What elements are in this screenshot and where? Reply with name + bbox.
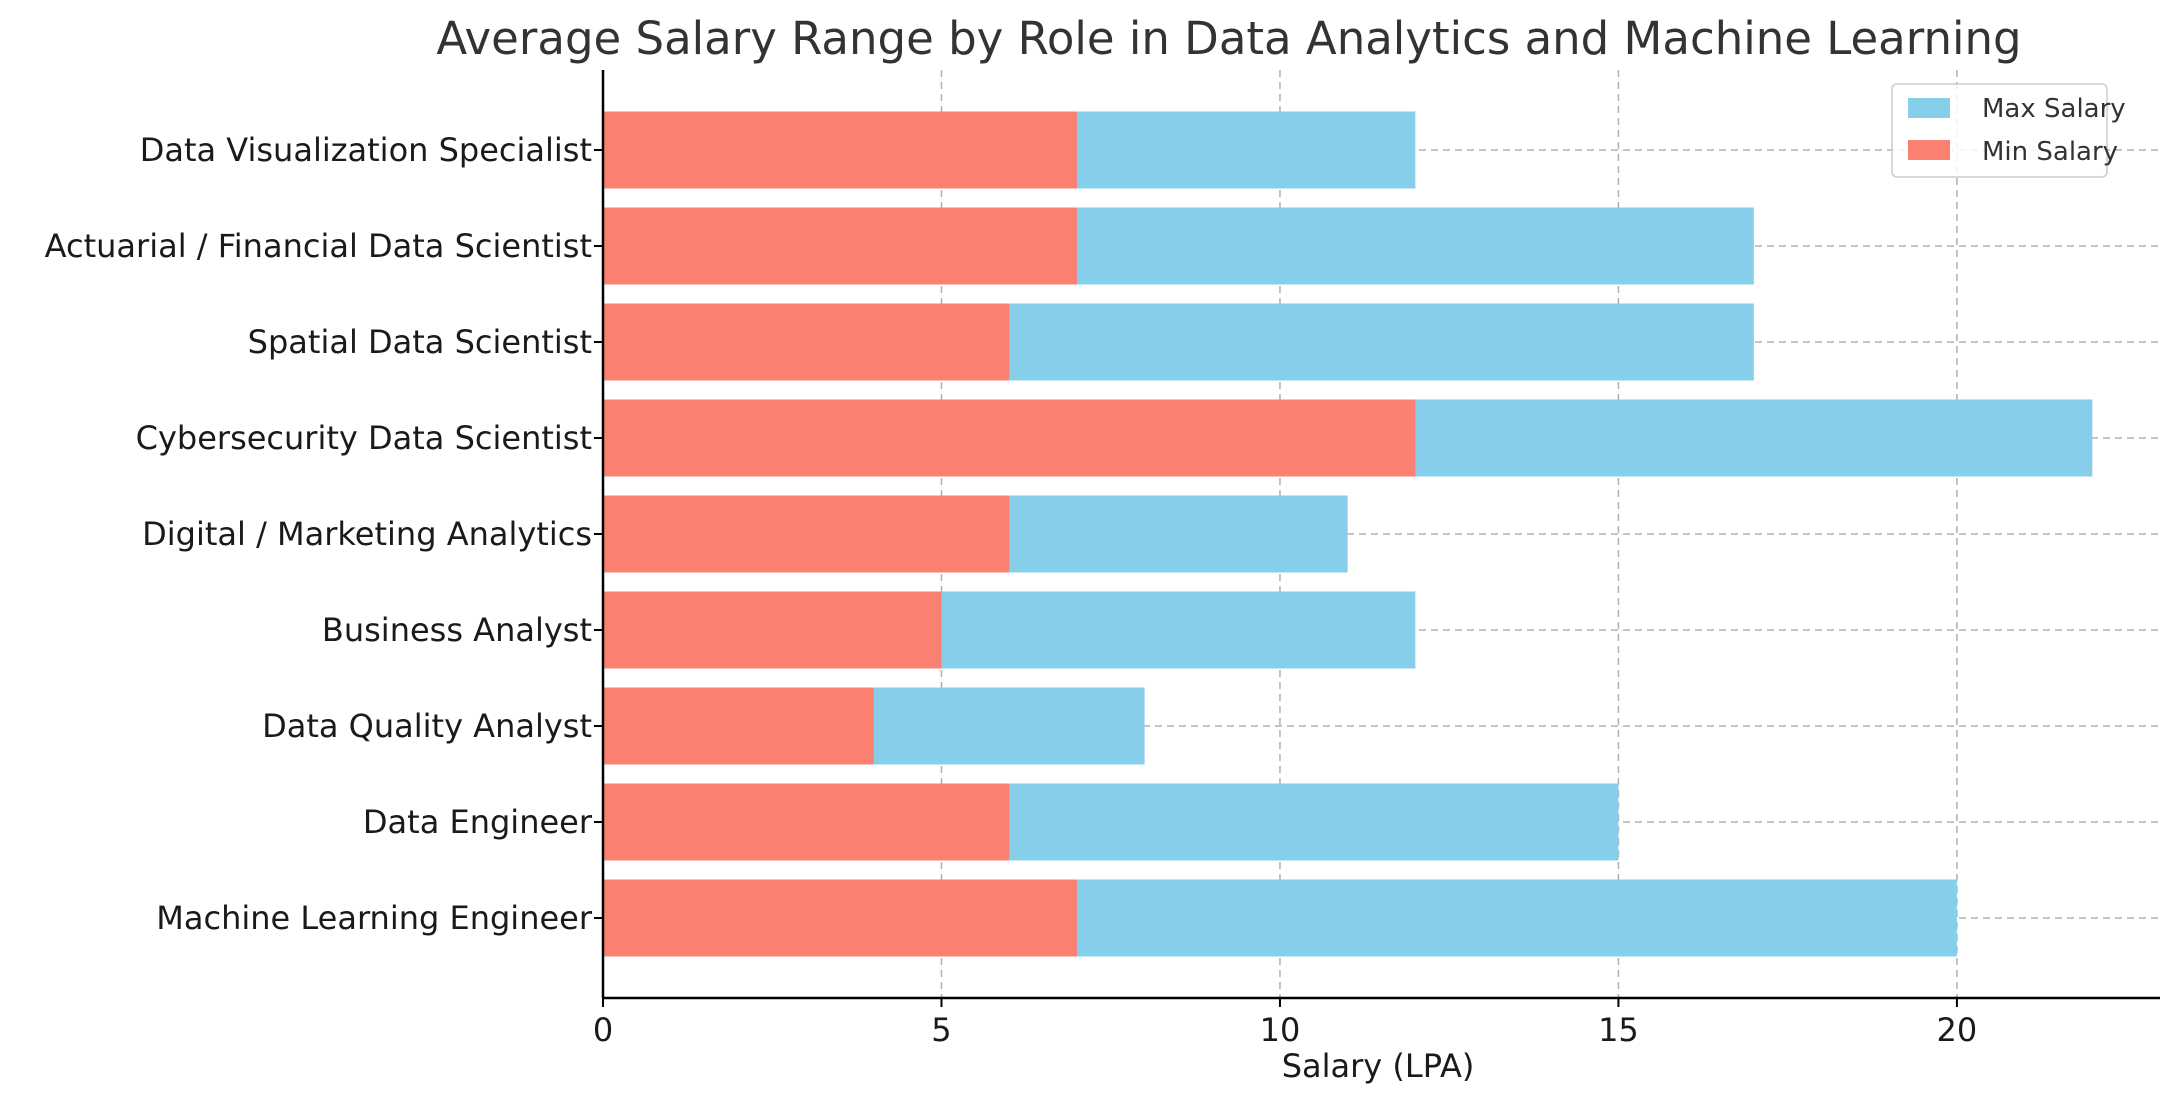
- bar-min-salary: [603, 495, 1010, 573]
- x-axis-title: Salary (LPA): [1282, 1047, 1475, 1085]
- bar-min-salary: [603, 879, 1077, 957]
- axes: [594, 70, 2160, 1007]
- bar-min-salary: [603, 591, 942, 669]
- legend: Max Salary Min Salary: [1891, 83, 2126, 178]
- chart-title: Average Salary Range by Role in Data Ana…: [436, 12, 2021, 65]
- legend-swatch-max-salary: [1908, 98, 1950, 118]
- labels: 0 5 10 15 20 Machine Learning Engineer Data En…: [45, 131, 1978, 1049]
- category-label: Data Quality Analyst: [262, 707, 592, 745]
- category-label: Digital / Marketing Analytics: [142, 515, 592, 553]
- x-tick-label: 10: [1260, 1011, 1301, 1049]
- category-label: Data Engineer: [363, 803, 593, 841]
- legend-label-max-salary: Max Salary: [1982, 94, 2126, 124]
- legend-label-min-salary: Min Salary: [1982, 137, 2118, 167]
- category-label: Machine Learning Engineer: [156, 899, 593, 937]
- bar-min-salary: [603, 783, 1010, 861]
- bar-min-salary: [603, 687, 874, 765]
- category-label: Actuarial / Financial Data Scientist: [45, 227, 592, 265]
- x-tick-label: 0: [593, 1011, 613, 1049]
- x-tick-label: 15: [1598, 1011, 1639, 1049]
- category-label: Data Visualization Specialist: [140, 131, 592, 169]
- x-tick-label: 5: [931, 1011, 951, 1049]
- bar-min-salary: [603, 111, 1077, 189]
- x-tick-label: 20: [1937, 1011, 1978, 1049]
- bar-min-salary: [603, 207, 1077, 285]
- category-label: Spatial Data Scientist: [248, 323, 592, 361]
- bar-min-salary: [603, 399, 1416, 477]
- legend-swatch-min-salary: [1908, 140, 1950, 160]
- category-label: Cybersecurity Data Scientist: [136, 419, 592, 457]
- category-label: Business Analyst: [322, 611, 592, 649]
- bars: [603, 111, 2093, 957]
- bar-min-salary: [603, 303, 1010, 381]
